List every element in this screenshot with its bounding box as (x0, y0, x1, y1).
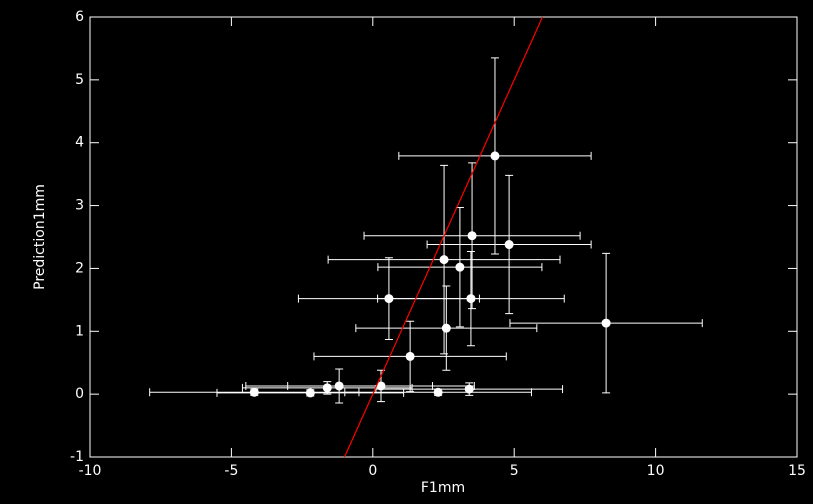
plot-frame (89, 16, 798, 458)
x-axis-label: F1mm (421, 480, 465, 496)
point (466, 294, 476, 304)
point (601, 318, 611, 328)
point (322, 383, 332, 393)
point (405, 351, 415, 361)
point (376, 381, 386, 391)
point (439, 255, 449, 265)
point (455, 262, 465, 272)
point (441, 323, 451, 333)
y-tick-label: 1 (75, 323, 84, 339)
y-tick-label: 4 (75, 135, 84, 151)
y-tick-label: -1 (70, 449, 84, 465)
point (249, 387, 259, 397)
y-tick-label: 3 (75, 198, 84, 214)
y-tick-label: 2 (75, 260, 84, 276)
x-tick-label: -10 (79, 463, 102, 479)
y-axis-label: Prediction1mm (32, 184, 48, 290)
x-tick-label: 10 (647, 463, 665, 479)
point (504, 240, 514, 250)
point (433, 387, 443, 397)
x-tick-label: 15 (788, 463, 806, 479)
point (305, 388, 315, 398)
x-tick-label: 0 (368, 463, 377, 479)
point (490, 151, 500, 161)
point (464, 384, 474, 394)
x-tick-label: -5 (224, 463, 238, 479)
point (467, 231, 477, 241)
y-tick-label: 6 (75, 9, 84, 25)
fit-line (343, 16, 544, 458)
y-tick-label: 0 (75, 386, 84, 402)
y-tick-label: 5 (75, 72, 84, 88)
x-tick-label: 5 (510, 463, 519, 479)
